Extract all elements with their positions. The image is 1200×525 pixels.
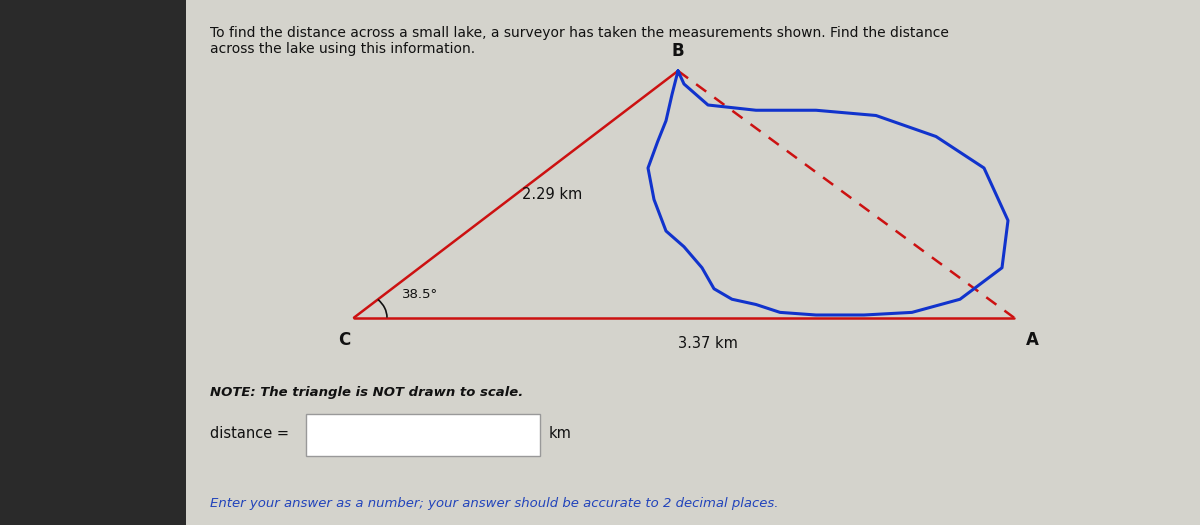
Text: 3.37 km: 3.37 km	[678, 336, 738, 351]
Text: 38.5°: 38.5°	[402, 288, 438, 300]
FancyBboxPatch shape	[306, 414, 540, 456]
FancyBboxPatch shape	[0, 0, 186, 525]
Text: C: C	[338, 331, 350, 349]
Text: km: km	[548, 426, 571, 440]
Text: Enter your answer as a number; your answer should be accurate to 2 decimal place: Enter your answer as a number; your answ…	[210, 498, 779, 510]
Text: To find the distance across a small lake, a surveyor has taken the measurements : To find the distance across a small lake…	[210, 26, 949, 57]
Text: NOTE: The triangle is NOT drawn to scale.: NOTE: The triangle is NOT drawn to scale…	[210, 386, 523, 399]
Text: 2.29 km: 2.29 km	[522, 187, 582, 202]
Text: distance =: distance =	[210, 426, 289, 440]
Text: B: B	[672, 43, 684, 60]
Text: A: A	[1026, 331, 1039, 349]
